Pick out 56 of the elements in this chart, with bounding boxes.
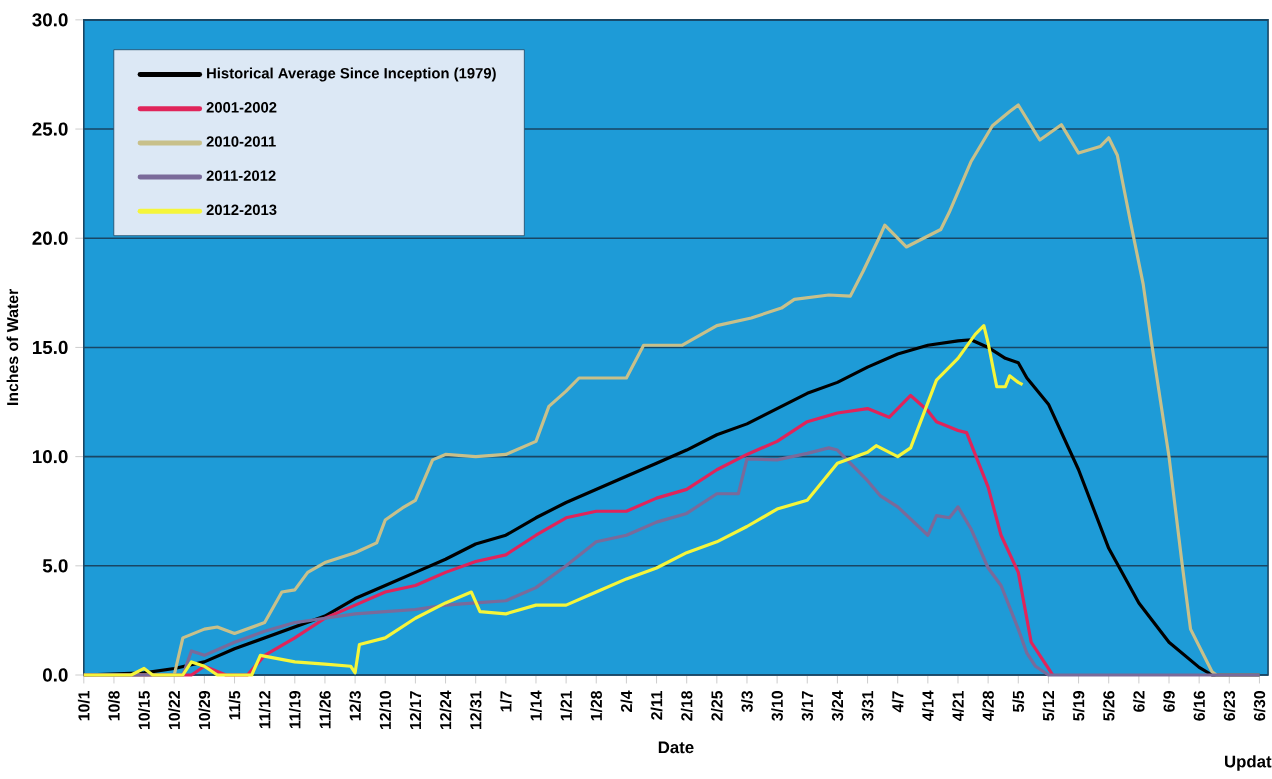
x-tick-label: 12/10 — [379, 690, 392, 729]
y-tick-label: 5.0 — [42, 559, 68, 573]
x-tick-label: 6/23 — [1223, 690, 1236, 721]
x-tick-label: 2/18 — [680, 690, 693, 721]
x-tick-label: 4/21 — [952, 690, 964, 721]
y-tick-label: 30.0 — [32, 13, 68, 27]
x-tick-label: 10/15 — [138, 690, 150, 729]
y-axis-title: Inches of Water — [6, 288, 19, 405]
x-tick-label: 3/31 — [861, 690, 874, 721]
x-tick-label: 1/21 — [560, 690, 572, 721]
line-series — [82, 323, 1025, 677]
x-tick-label: 11/26 — [319, 690, 331, 729]
x-tick-label: 3/17 — [801, 691, 814, 721]
x-tick-label: 1/7 — [499, 691, 512, 712]
y-tick-label: 10.0 — [32, 449, 68, 464]
x-tick-label: 6/30 — [1253, 690, 1266, 721]
legend-label: 2011-2012 — [206, 170, 276, 181]
x-tick-label: 2/11 — [650, 690, 663, 720]
x-tick-label: 5/12 — [1042, 690, 1055, 721]
x-tick-label: 5/5 — [1012, 690, 1025, 712]
x-tick-label: 2/4 — [620, 690, 633, 712]
x-tick-label: 12/3 — [349, 690, 361, 721]
x-tick-label: 2/25 — [710, 690, 723, 721]
x-tick-label: 12/31 — [469, 690, 482, 729]
y-tick-label: 0.0 — [42, 668, 68, 682]
x-tick-label: 4/28 — [982, 690, 995, 721]
x-tick-label: 4/14 — [921, 690, 934, 721]
y-tick-label: 15.0 — [32, 340, 68, 354]
x-tick-label: 3/24 — [831, 690, 844, 721]
x-tick-label: 6/16 — [1193, 690, 1206, 721]
legend-label: Historical Average Since Inception (1979) — [207, 67, 496, 82]
legend-label: 2010-2011 — [206, 136, 276, 147]
legend-label: 2001-2002 — [206, 102, 277, 113]
x-axis-title: Date — [658, 741, 694, 754]
x-tick-label: 12/17 — [409, 691, 422, 729]
text: Updat — [1225, 755, 1272, 771]
x-tick-label: 5/19 — [1072, 690, 1085, 721]
x-tick-label: 6/2 — [1132, 690, 1145, 712]
legend-label: 2012-2013 — [206, 204, 277, 215]
x-tick-label: 12/24 — [439, 690, 452, 729]
x-tick-label: 5/26 — [1102, 690, 1115, 721]
x-tick-label: 4/7 — [891, 691, 904, 713]
x-tick-label: 11/12 — [258, 690, 271, 729]
x-tick-label: 10/8 — [108, 690, 120, 721]
x-tick-label: 11/19 — [288, 690, 301, 729]
y-tick-label: 20.0 — [32, 231, 68, 245]
x-tick-label: 1/28 — [590, 690, 603, 721]
x-tick-label: 3/10 — [771, 690, 784, 721]
x-tick-label: 11/5 — [228, 690, 241, 720]
x-tick-label: 6/9 — [1163, 690, 1175, 712]
x-tick-label: 10/1 — [77, 690, 90, 721]
y-tick-label: 25.0 — [32, 122, 68, 136]
x-tick-label: 10/29 — [198, 690, 211, 729]
x-tick-label: 1/14 — [530, 690, 542, 721]
x-tick-label: 10/22 — [168, 690, 181, 729]
x-tick-label: 3/3 — [741, 690, 753, 712]
